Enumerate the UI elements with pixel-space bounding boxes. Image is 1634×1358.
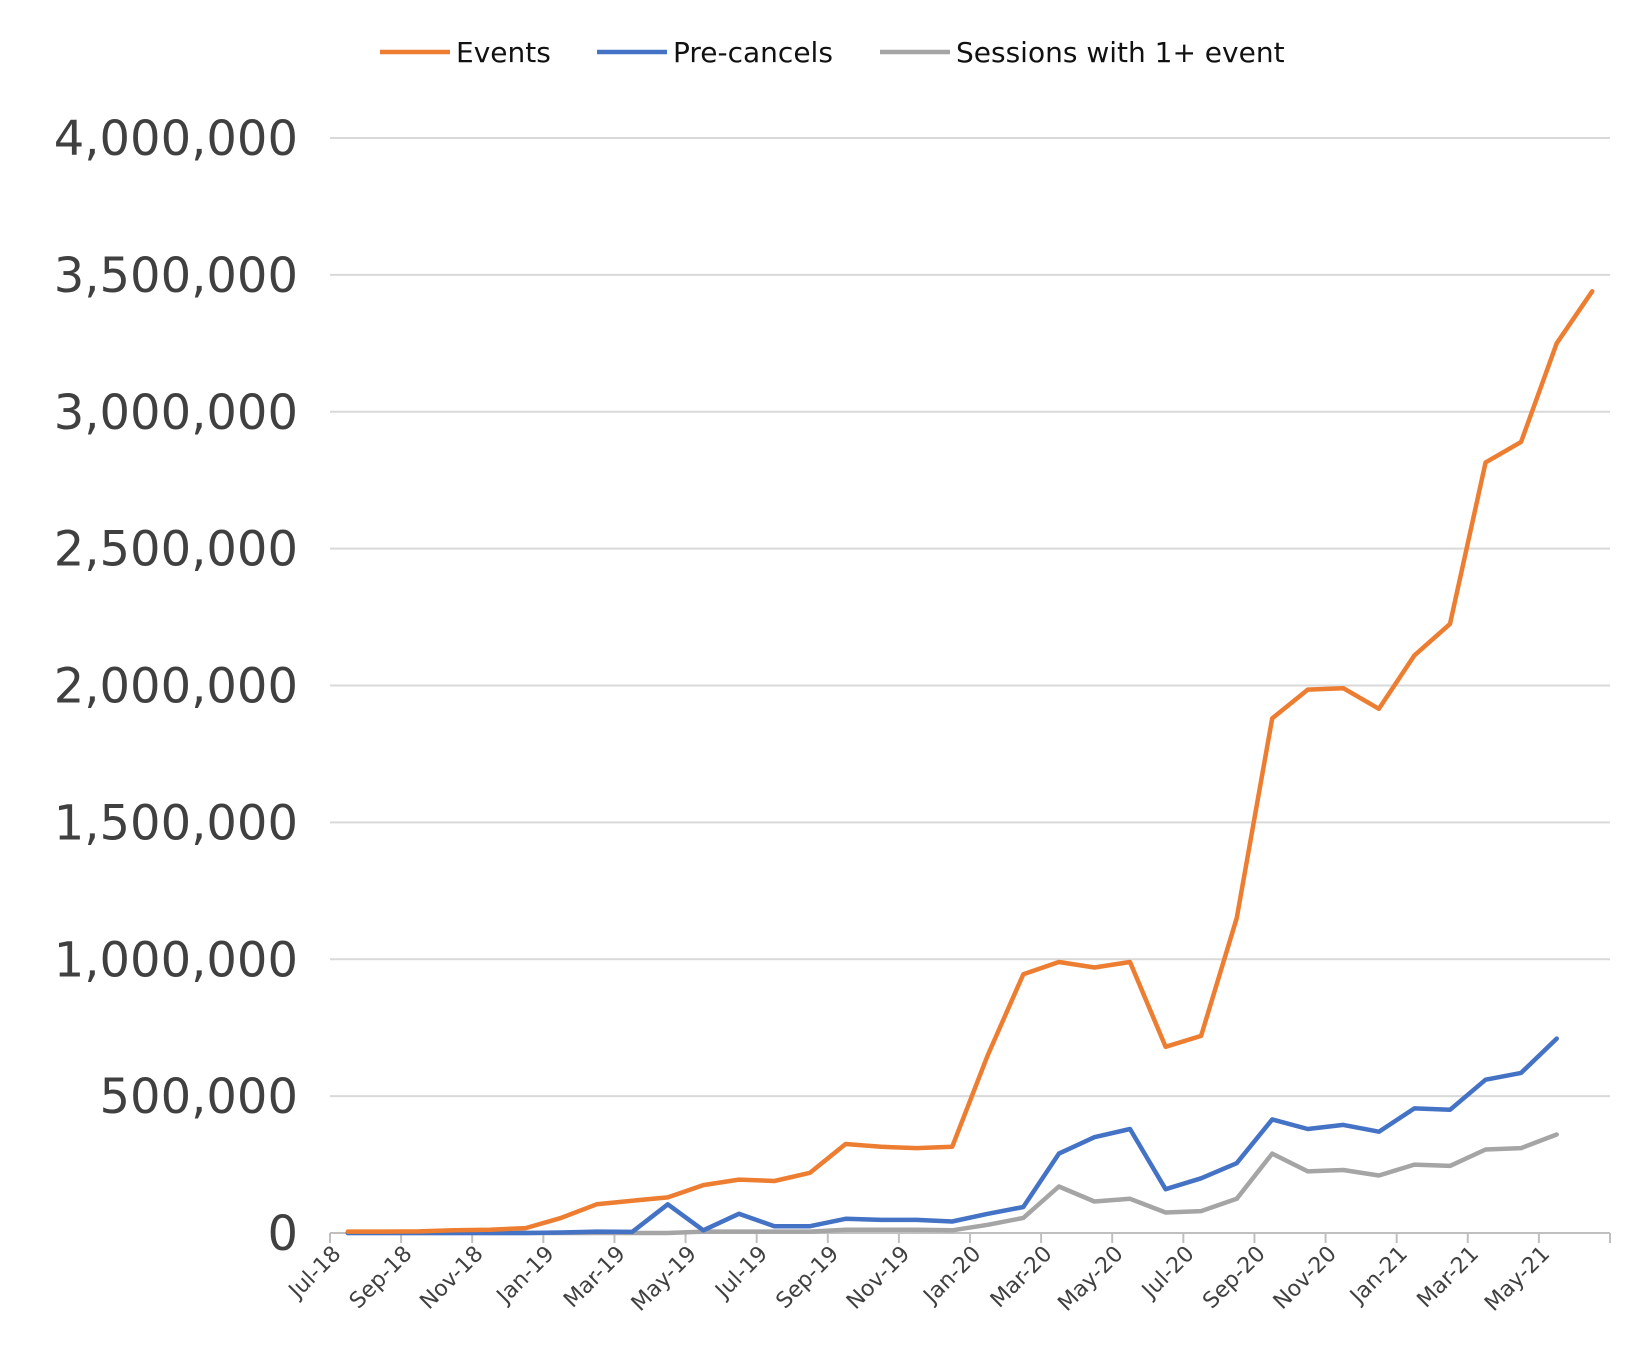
x-tick-label: Sep-20 bbox=[1198, 1242, 1270, 1314]
x-tick-label: May-21 bbox=[1480, 1242, 1555, 1317]
series-line-sessions-with-1-event bbox=[345, 1132, 1559, 1236]
legend: Events Pre-cancels Sessions with 1+ event bbox=[380, 36, 1285, 69]
x-tick-label: Nov-19 bbox=[842, 1242, 915, 1315]
x-tick-label: Nov-20 bbox=[1269, 1242, 1342, 1315]
x-tick-label: Mar-19 bbox=[559, 1242, 630, 1313]
x-tick-label: Mar-20 bbox=[986, 1242, 1057, 1313]
y-axis-tick-labels: 0 500,000 1,000,000 1,500,000 2,000,000 2,500… bbox=[54, 111, 298, 1262]
y-tick-label: 3,000,000 bbox=[54, 385, 298, 441]
x-tick-label: Sep-18 bbox=[345, 1242, 417, 1314]
legend-label: Pre-cancels bbox=[673, 36, 833, 69]
y-tick-label: 4,000,000 bbox=[54, 111, 298, 167]
x-tick-label: Jan-20 bbox=[918, 1242, 986, 1310]
x-tick-label: Jan-21 bbox=[1344, 1242, 1412, 1310]
x-tick-label: Nov-18 bbox=[415, 1242, 488, 1315]
series-lines bbox=[345, 289, 1595, 1236]
y-tick-label: 3,500,000 bbox=[54, 248, 298, 304]
legend-label: Sessions with 1+ event bbox=[956, 36, 1285, 69]
x-tick-label: Jul-19 bbox=[710, 1242, 773, 1305]
x-tick-label: Mar-21 bbox=[1413, 1242, 1484, 1313]
x-tick-label: Jul-20 bbox=[1136, 1242, 1199, 1305]
x-tick-label: Jan-19 bbox=[491, 1242, 559, 1310]
y-tick-label: 2,000,000 bbox=[54, 659, 298, 715]
y-tick-label: 1,000,000 bbox=[54, 932, 298, 988]
y-tick-label: 2,500,000 bbox=[54, 522, 298, 578]
x-tick-label: May-20 bbox=[1053, 1242, 1128, 1317]
y-tick-label: 0 bbox=[267, 1206, 298, 1262]
y-tick-label: 500,000 bbox=[100, 1069, 299, 1125]
y-tick-label: 1,500,000 bbox=[54, 795, 298, 851]
series-line-events bbox=[345, 289, 1595, 1234]
legend-label: Events bbox=[456, 36, 551, 69]
x-tick-label: May-19 bbox=[627, 1242, 702, 1317]
series-line-pre-cancels bbox=[345, 1036, 1559, 1236]
gridlines bbox=[330, 137, 1610, 1098]
x-tick-label: Sep-19 bbox=[772, 1242, 844, 1314]
